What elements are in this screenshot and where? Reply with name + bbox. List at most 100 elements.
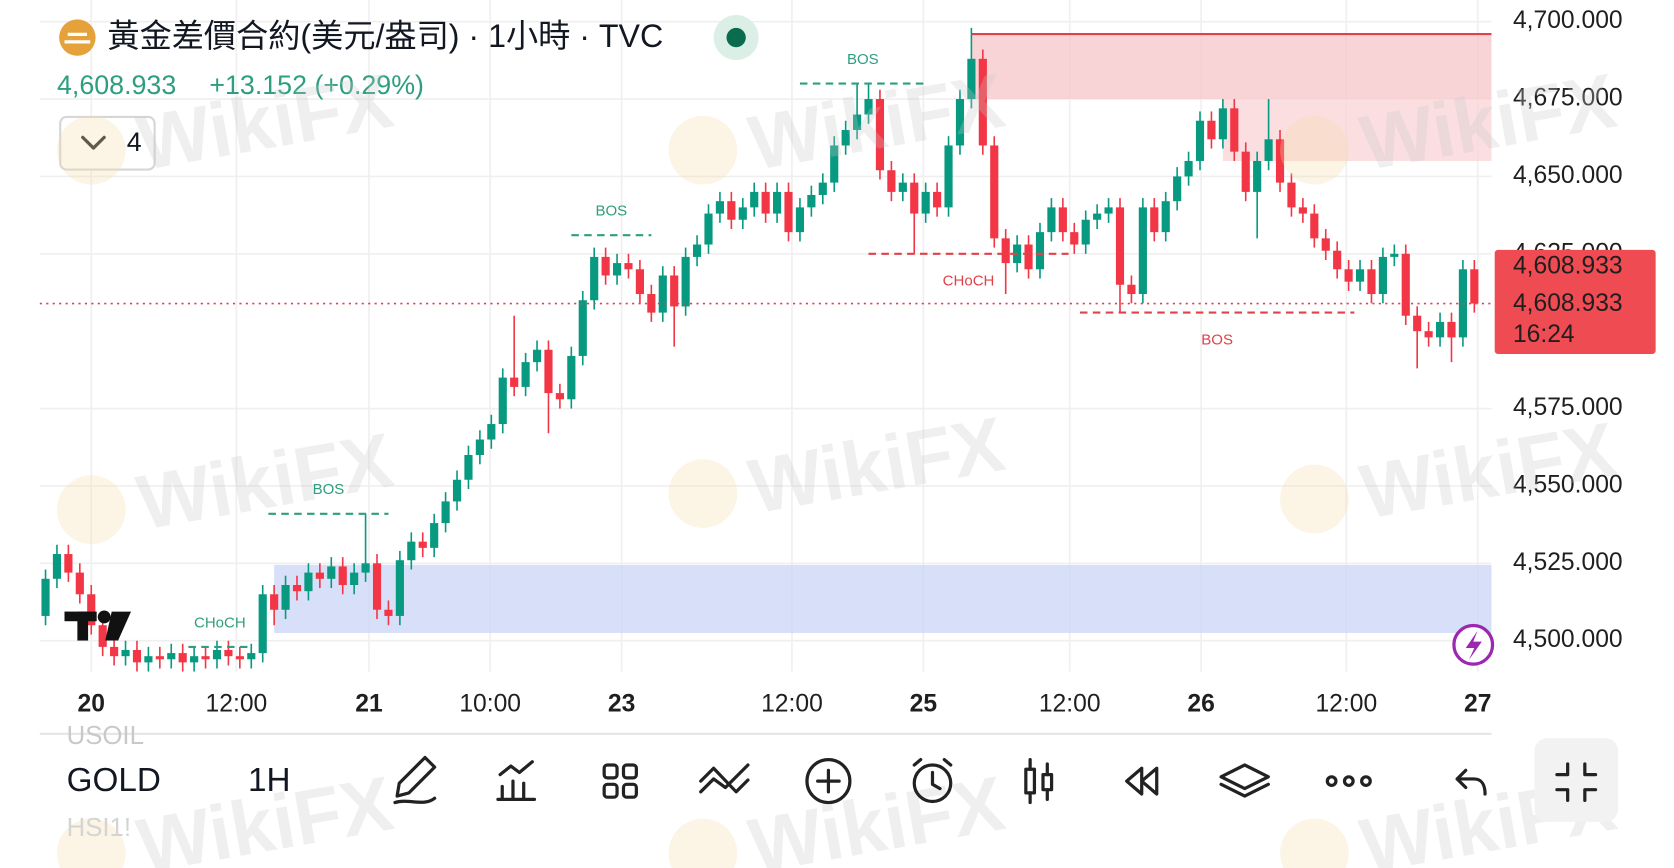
candle-body	[864, 99, 873, 115]
candle-body	[1413, 315, 1422, 332]
more-icon[interactable]	[1325, 775, 1372, 787]
candle-body	[738, 207, 747, 220]
candle-body	[532, 349, 542, 363]
candle-body	[1253, 160, 1262, 192]
fullscreen-button[interactable]	[1534, 738, 1619, 822]
candle-body	[1218, 108, 1227, 140]
candle-body	[1447, 321, 1456, 338]
alarm-icon[interactable]	[912, 758, 953, 804]
candle-body	[64, 554, 73, 573]
layout-icon[interactable]	[602, 763, 638, 799]
candles	[41, 27, 1479, 672]
candle-body	[281, 584, 290, 610]
candle-body	[647, 294, 656, 313]
y-tick-label: 4,675.000	[1513, 85, 1623, 112]
x-tick-label: 12:00	[1315, 690, 1377, 717]
candle-body	[1264, 139, 1273, 161]
candle-body	[224, 649, 233, 657]
y-tick-label: 4,700.000	[1513, 7, 1623, 34]
candle-body	[1424, 331, 1433, 338]
candle-body	[567, 355, 576, 400]
last-price-label: 4,608.933	[1513, 253, 1623, 280]
candle-body	[807, 194, 816, 208]
candle-body	[212, 649, 222, 660]
indicator-toggle[interactable]	[59, 115, 156, 171]
candle-body	[98, 625, 107, 647]
candle-body	[155, 656, 164, 660]
candle-body	[1047, 207, 1056, 233]
candle-body	[1058, 207, 1067, 233]
symbol-button[interactable]: GOLD	[67, 762, 161, 799]
candle-body	[258, 594, 267, 654]
candle-body	[1127, 284, 1136, 295]
x-tick-label: 21	[355, 690, 383, 717]
interval-button[interactable]: 1H	[248, 762, 291, 799]
candle-body	[544, 349, 553, 394]
candle-body	[944, 145, 953, 208]
y-tick-label: 4,550.000	[1513, 471, 1623, 498]
candle-body	[1401, 253, 1410, 316]
candle-body	[681, 256, 690, 307]
candle-body	[452, 479, 462, 502]
background-symbol: HSI1!	[67, 814, 131, 842]
candle-body	[350, 572, 359, 585]
x-tick-label: 23	[608, 690, 635, 717]
candle-body	[1207, 120, 1216, 140]
candle-body	[201, 656, 210, 660]
replay-icon[interactable]	[1125, 766, 1159, 796]
x-tick-label: 27	[1464, 690, 1491, 717]
add-icon[interactable]	[805, 758, 852, 805]
candle-body	[1195, 120, 1205, 161]
candle-body	[327, 566, 336, 579]
watermark-logo	[668, 115, 738, 185]
watermark-logo	[668, 459, 738, 528]
candle-body	[270, 594, 279, 610]
candle-body	[190, 656, 199, 663]
candle-body	[292, 584, 302, 592]
symbol-logo	[59, 19, 96, 56]
symbol-title[interactable]: 黃金差價合約(美元/盎司) · 1小時 · TVC	[107, 18, 663, 54]
candle-body	[715, 201, 725, 214]
candle-body	[498, 377, 507, 425]
candle-body	[304, 572, 313, 592]
candle-body	[1367, 269, 1376, 295]
candle-body	[52, 554, 62, 579]
indicators-icon[interactable]	[496, 760, 537, 801]
draw-icon[interactable]	[393, 755, 437, 805]
undo-icon[interactable]	[1455, 768, 1487, 796]
indicator-count: 4	[127, 127, 142, 157]
candle-body	[430, 523, 439, 548]
candle-body	[510, 377, 519, 387]
x-tick-label: 12:00	[1039, 690, 1101, 717]
candle-body	[1150, 207, 1159, 233]
candle-body	[841, 129, 850, 146]
candle-body	[1184, 160, 1193, 177]
grid	[39, 0, 1492, 672]
candle-body	[1035, 232, 1045, 270]
alert-icon[interactable]	[1452, 623, 1495, 666]
candle-body	[898, 182, 907, 192]
candle-body	[1435, 321, 1445, 338]
candle-body	[624, 263, 633, 270]
x-tick-label: 20	[78, 690, 105, 717]
price-change: +13.152 (+0.29%)	[209, 70, 424, 100]
y-tick-label: 4,500.000	[1513, 626, 1623, 653]
candle-body	[487, 424, 496, 440]
last-price-badge	[1494, 249, 1656, 354]
candle-body	[1470, 269, 1479, 304]
header: 黃金差價合約(美元/盎司) · 1小時 · TVC 4,608.933 +13.…	[57, 15, 759, 171]
layers-icon[interactable]	[1219, 763, 1270, 798]
candle-body	[407, 541, 416, 561]
candle-body	[978, 58, 987, 146]
compare-icon[interactable]	[699, 763, 750, 794]
candle-body	[784, 191, 793, 233]
bars-icon[interactable]	[1024, 758, 1054, 805]
zone	[274, 564, 1492, 633]
candle-body	[933, 191, 942, 208]
candle-body	[41, 578, 50, 616]
candle-body	[1115, 207, 1125, 285]
candle-body	[853, 114, 862, 130]
candle-body	[967, 58, 976, 100]
candle-body	[464, 454, 473, 480]
background-symbol: USOIL	[67, 722, 144, 750]
